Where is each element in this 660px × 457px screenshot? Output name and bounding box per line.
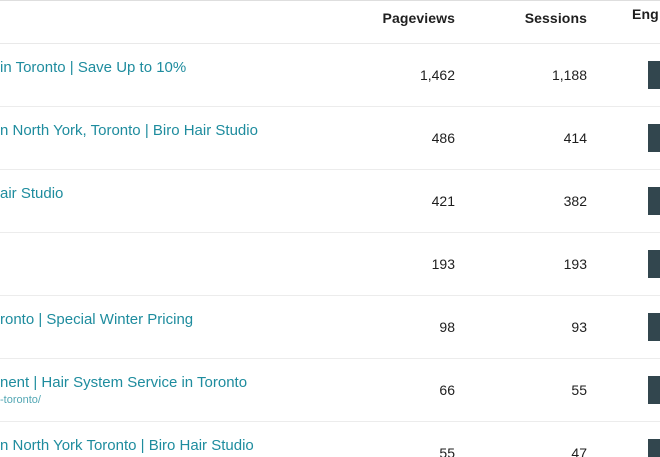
page-title-link[interactable]: nent | Hair System Service in Toronto	[0, 374, 248, 391]
sessions-value: 93	[571, 319, 587, 335]
engagement-bar	[648, 376, 660, 404]
page-title-link[interactable]: n North York, Toronto | Biro Hair Studio	[0, 122, 258, 139]
table-row: ronto | Special Winter Pricing 98 93	[0, 296, 660, 359]
engagement-bar	[648, 61, 660, 89]
pageviews-value: 1,462	[419, 67, 455, 83]
page-title-link[interactable]: in Toronto | Save Up to 10%	[0, 59, 187, 76]
page-url-subtitle	[0, 257, 355, 271]
page-title-cell	[0, 257, 355, 271]
page-title-cell: nent | Hair System Service in Toronto -t…	[0, 373, 355, 407]
engagement-bar	[648, 313, 660, 341]
pageviews-value: 193	[431, 256, 455, 272]
page-title-cell: n North York, Toronto | Biro Hair Studio	[0, 121, 355, 155]
engagement-cell	[587, 124, 660, 152]
engagement-bar	[648, 250, 660, 278]
engagement-cell	[587, 61, 660, 89]
page-url-subtitle	[0, 330, 355, 344]
engagement-bar	[648, 439, 660, 457]
engagement-cell	[587, 250, 660, 278]
page-title-link[interactable]: air Studio	[0, 185, 64, 202]
engagement-header-label: Eng	[632, 6, 659, 22]
pageviews-value: 98	[439, 319, 455, 335]
pageviews-value: 421	[431, 193, 455, 209]
pageviews-value: 66	[439, 382, 455, 398]
page-title-cell: air Studio	[0, 184, 355, 218]
table-row: n North York Toronto | Biro Hair Studio …	[0, 422, 660, 457]
engagement-bar	[648, 187, 660, 215]
page-title-cell: in Toronto | Save Up to 10%	[0, 58, 355, 92]
table-row: air Studio 421 382	[0, 170, 660, 233]
engagement-cell	[587, 187, 660, 215]
engagement-cell	[587, 313, 660, 341]
table-row: in Toronto | Save Up to 10% 1,462 1,188	[0, 44, 660, 107]
table-row: nent | Hair System Service in Toronto -t…	[0, 359, 660, 422]
sessions-value: 55	[571, 382, 587, 398]
engagement-bar	[648, 124, 660, 152]
sessions-value: 193	[563, 256, 587, 272]
sessions-value: 1,188	[551, 67, 587, 83]
sessions-value: 47	[571, 445, 587, 457]
page-title-link[interactable]: ronto | Special Winter Pricing	[0, 311, 194, 328]
table-row: 193 193	[0, 233, 660, 296]
pageviews-value: 486	[431, 130, 455, 146]
column-header-sessions: Sessions	[524, 10, 587, 26]
page-title-cell: ronto | Special Winter Pricing	[0, 310, 355, 344]
pageviews-value: 55	[439, 445, 455, 457]
column-header-engagement: Eng	[587, 6, 660, 26]
page-url-subtitle	[0, 141, 355, 155]
sessions-value: 414	[563, 130, 587, 146]
sessions-value: 382	[563, 193, 587, 209]
column-header-pageviews: Pageviews	[382, 10, 455, 26]
engagement-cell	[587, 376, 660, 404]
engagement-cell	[587, 439, 660, 457]
page-title-cell: n North York Toronto | Biro Hair Studio	[0, 436, 355, 457]
page-url-subtitle	[0, 204, 355, 218]
page-url-subtitle	[0, 78, 355, 92]
page-title-link[interactable]: n North York Toronto | Biro Hair Studio	[0, 437, 254, 454]
table-header-row: Pageviews Sessions Eng	[0, 0, 660, 44]
page-url-subtitle: -toronto/	[0, 394, 41, 406]
table-row: n North York, Toronto | Biro Hair Studio…	[0, 107, 660, 170]
